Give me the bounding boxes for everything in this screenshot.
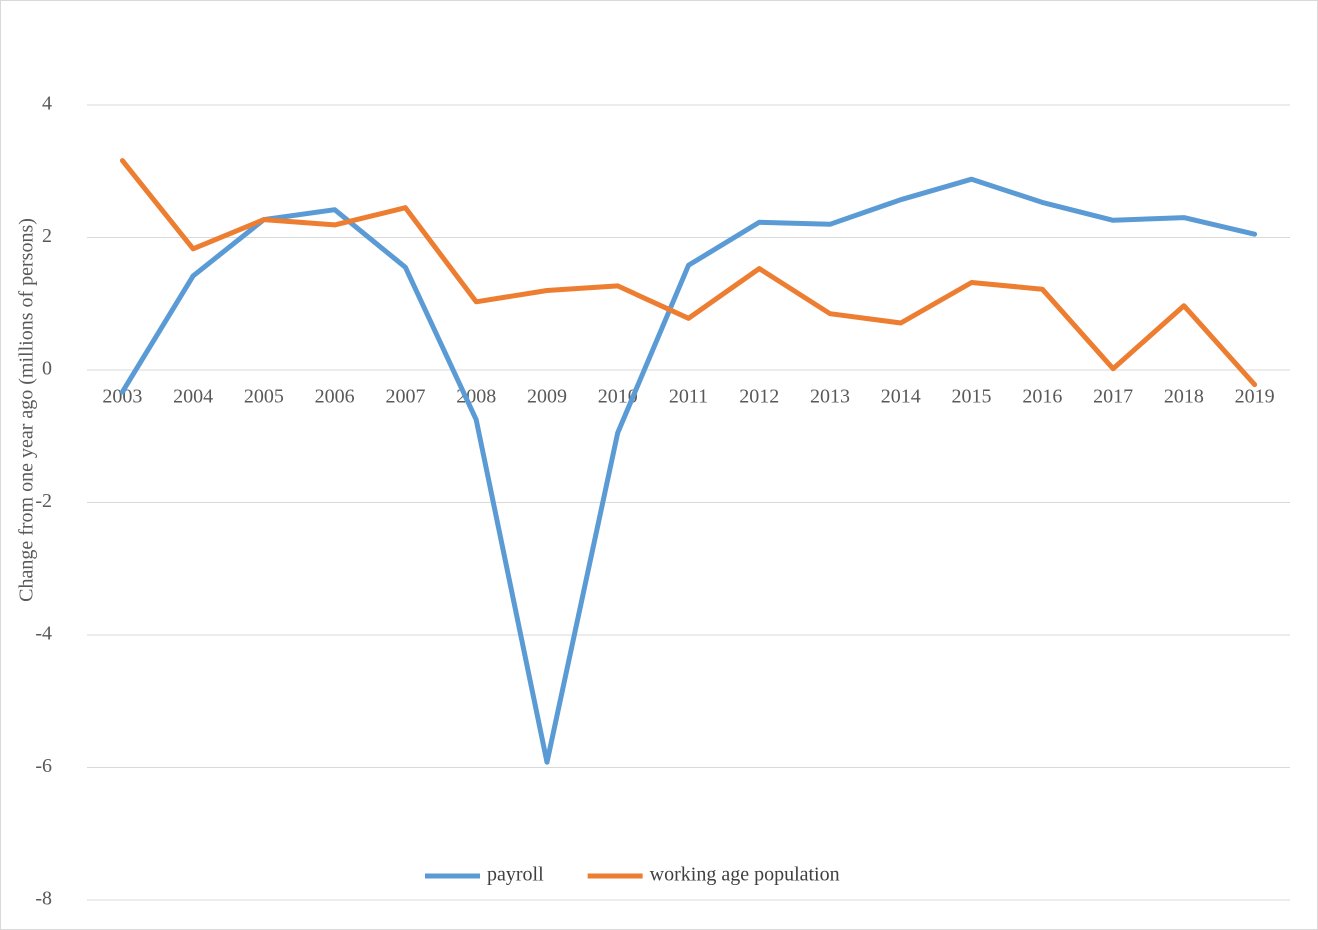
- x-tick-label: 2010: [598, 386, 638, 408]
- x-tick-label: 2015: [952, 386, 992, 408]
- legend-label: payroll: [487, 864, 544, 886]
- y-tick-label: -2: [35, 490, 52, 512]
- y-tick-label: 0: [42, 358, 52, 380]
- x-tick-label: 2013: [810, 386, 850, 408]
- x-tick-label: 2006: [315, 386, 355, 408]
- series-line: [119, 176, 1258, 765]
- x-tick-label: 2018: [1164, 386, 1204, 408]
- x-tick-label: 2005: [244, 386, 284, 408]
- x-tick-label: 2009: [527, 386, 567, 408]
- series-line: [119, 158, 1258, 388]
- legend-label: working age population: [650, 864, 840, 886]
- y-axis-label: Change from one year ago (millions of pe…: [16, 218, 38, 602]
- x-tick-label: 2019: [1235, 386, 1275, 408]
- legend: payroll working age population: [425, 864, 840, 886]
- y-tick-label: -8: [35, 888, 52, 910]
- y-tick-label: 4: [42, 93, 52, 115]
- x-tick-label: 2014: [881, 386, 921, 408]
- x-tick-label: 2016: [1022, 386, 1062, 408]
- x-tick-label: 2011: [669, 386, 708, 408]
- y-tick-label: 2: [42, 225, 52, 247]
- x-tick-label: 2012: [739, 386, 779, 408]
- x-tick-label: 2017: [1093, 386, 1133, 408]
- y-tick-label: -6: [35, 755, 52, 777]
- y-tick-label: -4: [35, 623, 52, 645]
- x-tick-label: 2004: [173, 386, 213, 408]
- x-tick-label: 2003: [102, 386, 142, 408]
- x-tick-label: 2007: [385, 386, 425, 408]
